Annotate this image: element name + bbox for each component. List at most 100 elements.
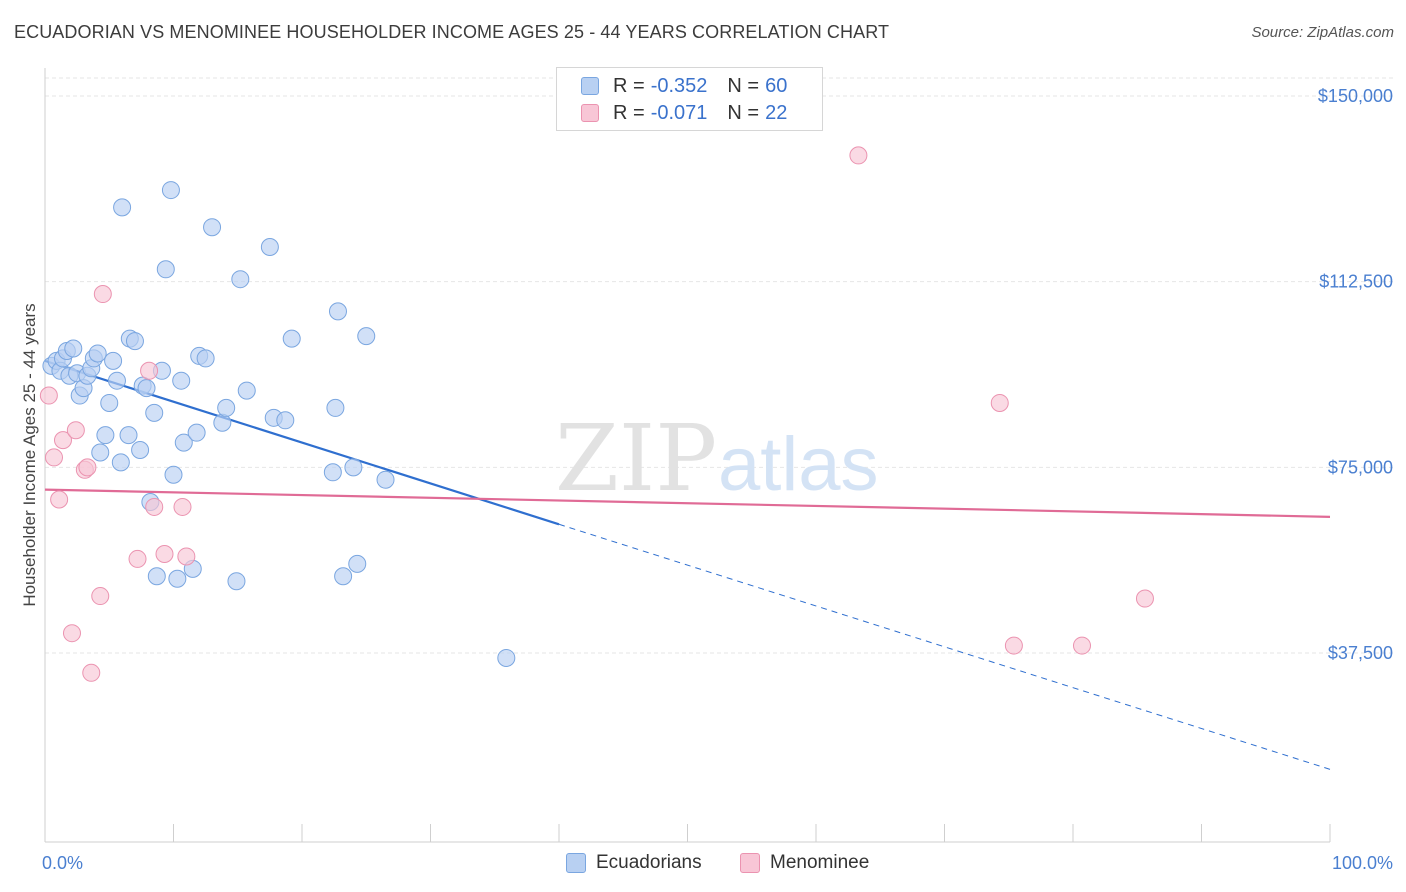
point-ecuadorians [100,393,119,412]
point-menominee [1004,636,1023,655]
point-ecuadorians [203,218,222,237]
point-ecuadorians [168,569,187,588]
point-menominee [177,547,196,566]
point-ecuadorians [328,302,347,321]
correlation-legend: R = -0.352 N = 60 R = -0.071 N = 22 [556,67,823,131]
point-menominee [62,624,81,643]
source-label: Source: ZipAtlas.com [1251,24,1394,41]
x-tick-label-min: 0.0% [42,853,83,873]
point-ecuadorians [497,648,516,667]
point-ecuadorians [156,260,175,279]
legend-n-value: 60 [765,74,788,97]
point-ecuadorians [376,470,395,489]
trend-lines [44,359,1331,770]
point-ecuadorians [145,403,164,422]
point-ecuadorians [213,413,232,432]
point-ecuadorians [323,463,342,482]
point-menominee [50,490,69,509]
bottom-legend-label: Menominee [770,852,870,873]
point-ecuadorians [196,349,215,368]
legend-n-label: N = [727,101,760,124]
y-tick-label: $37,500 [1328,643,1393,663]
point-ecuadorians [344,458,363,477]
point-ecuadorians [107,371,126,390]
point-ecuadorians [64,339,83,358]
trend-line-ecuadorians [44,359,560,526]
point-menominee [1072,636,1091,655]
y-axis-title: Householder Income Ages 25 - 44 years [20,303,39,606]
trend-line-ecuadorians-dashed [558,523,1331,770]
point-ecuadorians [161,181,180,200]
point-ecuadorians [282,329,301,348]
point-ecuadorians [276,411,295,430]
point-ecuadorians [147,567,166,586]
point-menominee [1135,589,1154,608]
y-tick-label: $150,000 [1318,86,1393,106]
point-menominee [128,549,147,568]
y-tick-label: $75,000 [1328,457,1393,477]
point-ecuadorians [260,238,279,257]
legend-row-menominee: R = -0.071 N = 22 [581,100,787,126]
trend-line-menominee [44,488,1331,518]
point-ecuadorians [237,381,256,400]
point-ecuadorians [227,572,246,591]
legend-r-label: R = [613,74,645,97]
point-ecuadorians [172,371,191,390]
watermark-zip: ZIP [555,405,717,512]
legend-r-label: R = [613,101,645,124]
legend-r-value: -0.352 [650,74,708,97]
tick-labels: $37,500 $75,000 $112,500 $150,000 0.0% 100.0% [42,86,1393,873]
point-menominee [91,587,110,606]
bottom-legend-label: Ecuadorians [596,852,702,873]
point-ecuadorians [104,351,123,370]
point-menominee [140,361,159,380]
axes [44,68,1331,843]
point-ecuadorians [137,379,156,398]
legend-swatch-pink [581,104,599,122]
point-ecuadorians [187,423,206,442]
y-tick-label: $112,500 [1319,272,1393,292]
legend-n-value: 22 [765,101,788,124]
point-menominee [145,497,164,516]
point-menominee [155,544,174,563]
watermark-atlas: atlas [718,422,879,507]
watermark: ZIP atlas [555,405,879,512]
legend-row-ecuadorians: R = -0.352 N = 60 [581,73,787,99]
point-ecuadorians [217,398,236,417]
point-ecuadorians [88,344,107,363]
point-ecuadorians [326,398,345,417]
bottom-legend-swatch-pink [740,853,760,873]
point-menominee [990,393,1009,412]
legend-r-value: -0.071 [650,101,708,124]
point-menominee [53,431,72,450]
point-ecuadorians [91,443,110,462]
bottom-legend-swatch-blue [566,853,586,873]
point-menominee [39,386,58,405]
legend-n-label: N = [727,74,760,97]
data-points [39,146,1154,682]
point-menominee [849,146,868,165]
point-ecuadorians [357,327,376,346]
point-ecuadorians [113,198,132,217]
point-ecuadorians [348,554,367,573]
bottom-legend-ecuadorians: Ecuadorians [566,852,702,874]
legend-swatch-blue [581,77,599,95]
chart-title: ECUADORIAN VS MENOMINEE HOUSEHOLDER INCO… [14,22,890,42]
grid-lines [45,77,1395,654]
point-menominee [93,285,112,304]
point-menominee [78,458,97,477]
point-ecuadorians [131,441,150,460]
point-ecuadorians [111,453,130,472]
point-menominee [82,663,101,682]
point-ecuadorians [96,426,115,445]
point-menominee [44,448,63,467]
point-menominee [173,497,192,516]
bottom-legend-menominee: Menominee [740,852,869,874]
point-ecuadorians [334,567,353,586]
x-tick-label-max: 100.0% [1332,853,1393,873]
point-ecuadorians [164,465,183,484]
point-ecuadorians [119,426,138,445]
point-ecuadorians [231,270,250,289]
point-ecuadorians [125,332,144,351]
